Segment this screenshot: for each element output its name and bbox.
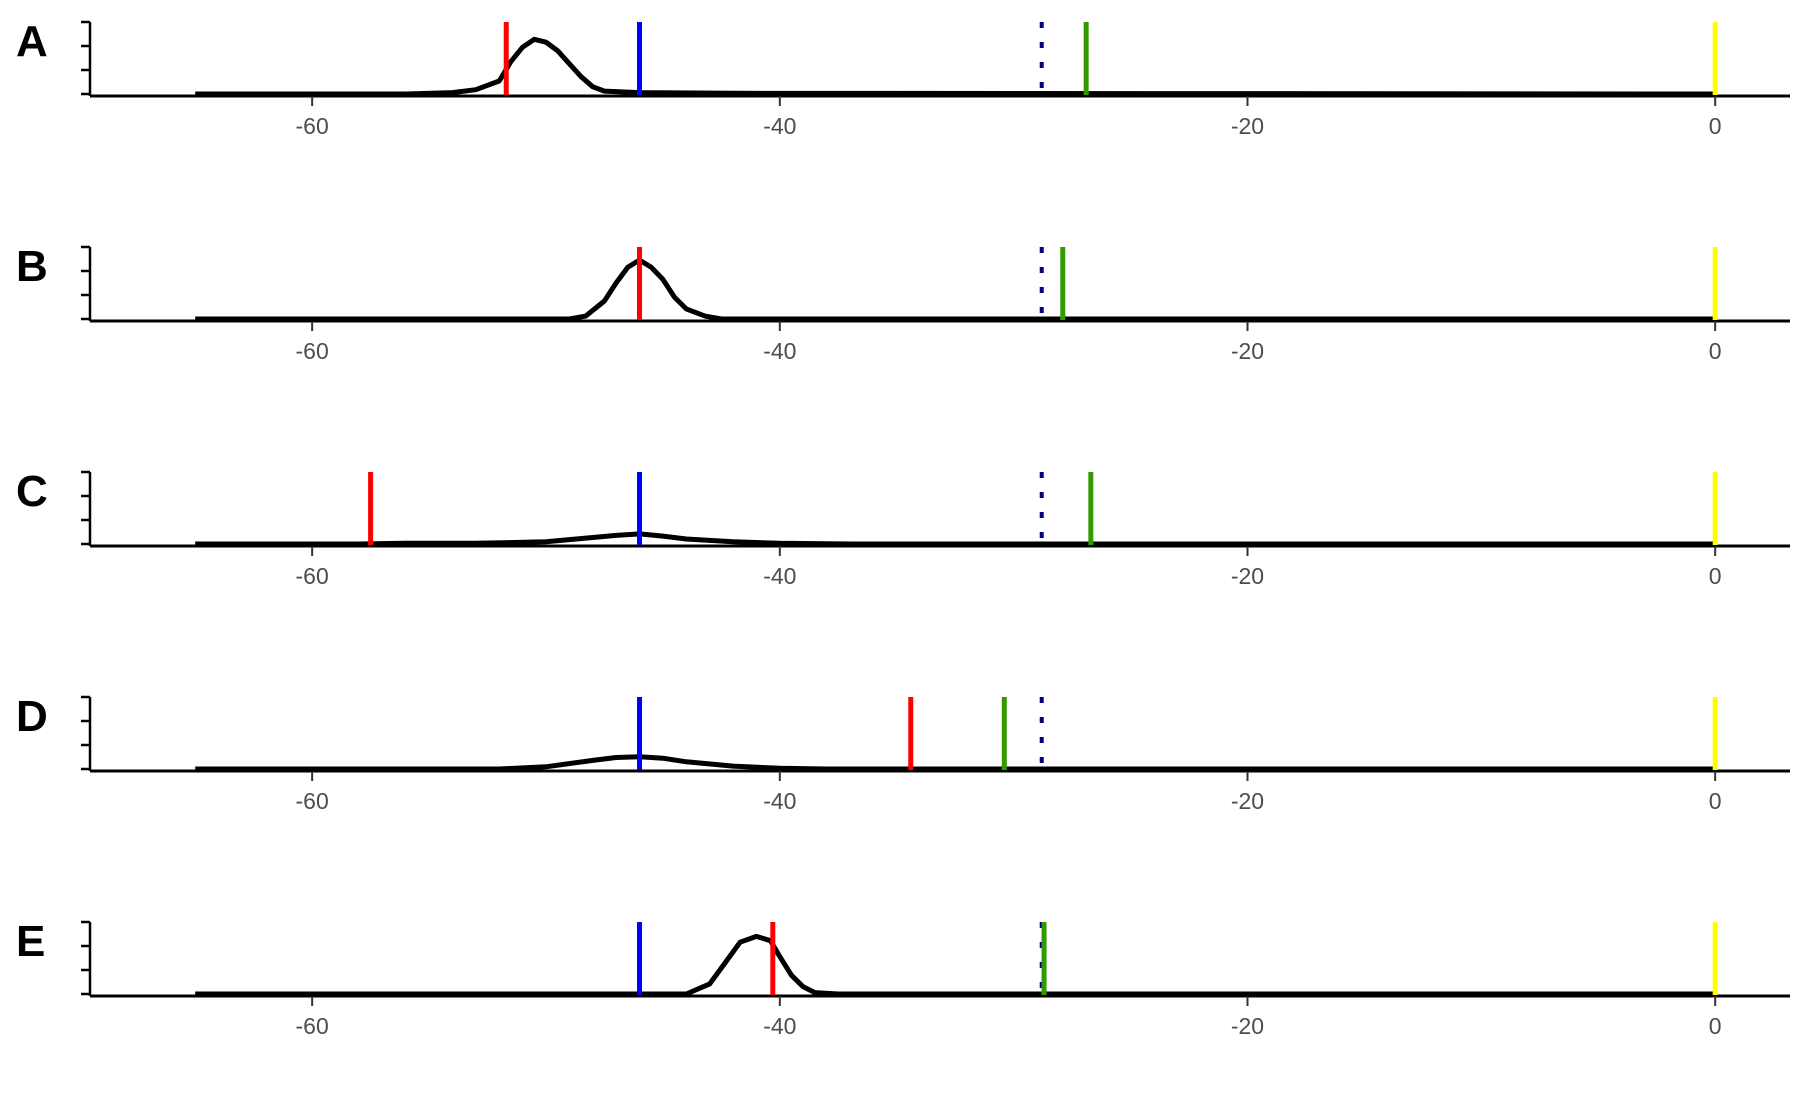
panel-c: C -60 -40 -20 0 bbox=[16, 467, 1790, 589]
x-tick-label: -60 bbox=[296, 113, 329, 139]
x-tick-label: -20 bbox=[1231, 788, 1264, 814]
x-tick-label: -40 bbox=[763, 338, 796, 364]
panel-e: E -60 -40 -20 0 bbox=[16, 917, 1790, 1039]
x-tick-label: -40 bbox=[763, 113, 796, 139]
panel-label: E bbox=[16, 917, 45, 966]
x-tick-label: -20 bbox=[1231, 563, 1264, 589]
density-curve bbox=[195, 257, 1716, 322]
density-curve bbox=[195, 933, 1716, 997]
x-tick-label: 0 bbox=[1709, 113, 1722, 139]
panel-a: A -60 -40 -20 0 bbox=[16, 17, 1790, 139]
panel-label: D bbox=[16, 692, 48, 741]
x-tick-label: -60 bbox=[296, 788, 329, 814]
x-tick-label: -40 bbox=[763, 1013, 796, 1039]
density-curve bbox=[195, 754, 1716, 772]
x-tick-label: -60 bbox=[296, 563, 329, 589]
x-tick-label: -20 bbox=[1231, 338, 1264, 364]
panel-label: B bbox=[16, 242, 48, 291]
x-tick-label: 0 bbox=[1709, 563, 1722, 589]
x-tick-label: 0 bbox=[1709, 1013, 1722, 1039]
x-tick-label: -40 bbox=[763, 563, 796, 589]
panel-b: B -60 -40 -20 0 bbox=[16, 242, 1790, 364]
x-tick-label: -60 bbox=[296, 1013, 329, 1039]
x-tick-label: 0 bbox=[1709, 788, 1722, 814]
x-tick-label: -60 bbox=[296, 338, 329, 364]
x-tick-label: 0 bbox=[1709, 338, 1722, 364]
density-curve bbox=[195, 531, 1716, 547]
panel-label: C bbox=[16, 467, 48, 516]
density-curve bbox=[195, 36, 1716, 97]
x-tick-label: -20 bbox=[1231, 113, 1264, 139]
x-tick-label: -20 bbox=[1231, 1013, 1264, 1039]
panel-d: D -60 -40 -20 0 bbox=[16, 692, 1790, 814]
x-tick-label: -40 bbox=[763, 788, 796, 814]
panel-label: A bbox=[16, 17, 48, 66]
